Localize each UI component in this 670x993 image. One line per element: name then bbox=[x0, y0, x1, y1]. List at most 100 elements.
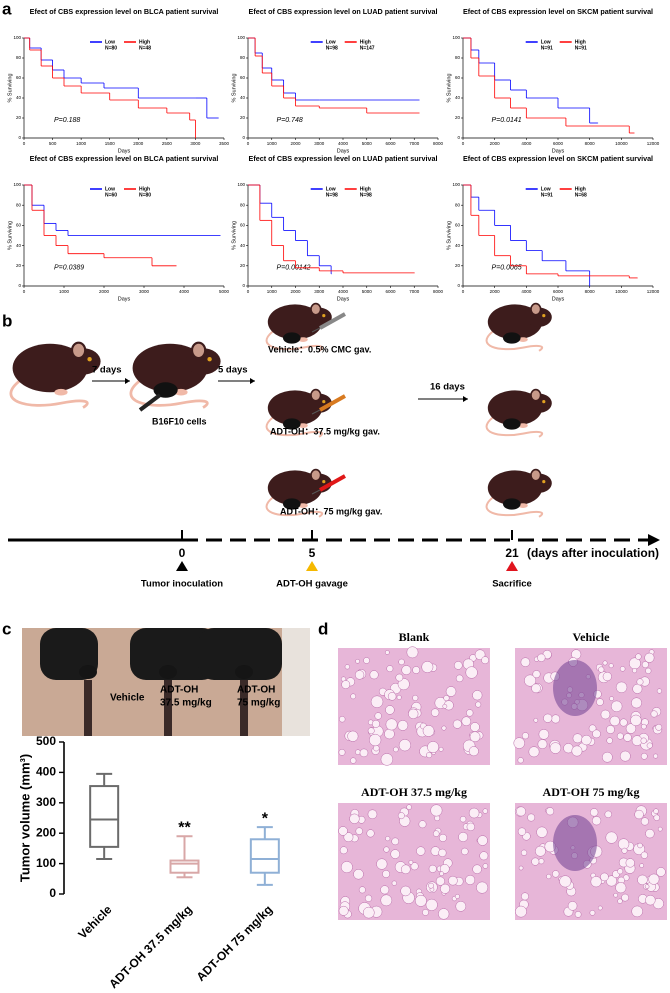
alveolus bbox=[380, 894, 393, 907]
alveolus bbox=[362, 906, 375, 919]
chart-title: Efect of CBS expression level on SKCM pa… bbox=[463, 7, 653, 16]
alveolus bbox=[546, 807, 555, 816]
x-tick-label: 1500 bbox=[105, 141, 116, 146]
alveolus bbox=[395, 673, 404, 682]
legend-label: Low bbox=[105, 39, 115, 45]
timeline-day: 5 bbox=[309, 546, 316, 560]
alveolus bbox=[344, 664, 350, 670]
x-tick-label: 2000 bbox=[290, 141, 301, 146]
alveolus bbox=[610, 700, 623, 713]
x-tick-label: 3000 bbox=[314, 289, 325, 294]
alveolus bbox=[537, 739, 548, 750]
mouse-ear bbox=[530, 468, 542, 482]
syringe bbox=[138, 393, 162, 412]
x-tick-label: 6000 bbox=[385, 141, 396, 146]
alveolus bbox=[521, 732, 529, 740]
timeline-event: Tumor inoculation bbox=[141, 579, 223, 590]
alveolus bbox=[455, 901, 467, 912]
mouse-tail bbox=[485, 416, 544, 438]
legend-n: N=98 bbox=[326, 45, 338, 51]
alveolus bbox=[466, 709, 474, 717]
alveolus bbox=[589, 808, 599, 817]
legend-label: Low bbox=[541, 39, 551, 45]
alveolus bbox=[461, 847, 469, 856]
interval-label: 5 days bbox=[218, 365, 248, 376]
y-tick-label: 80 bbox=[240, 55, 246, 60]
alveolus bbox=[397, 678, 410, 691]
alveolus bbox=[390, 849, 400, 859]
alveolus bbox=[440, 883, 451, 894]
alveolus bbox=[546, 873, 552, 880]
syringe bbox=[319, 394, 346, 412]
alveolus bbox=[571, 745, 583, 757]
alveolus bbox=[589, 909, 596, 916]
syringe bbox=[319, 474, 346, 492]
alveolus bbox=[656, 688, 662, 694]
x-tick-label: 8000 bbox=[585, 289, 596, 294]
y-tick-label: 0 bbox=[457, 135, 460, 140]
alveolus bbox=[445, 686, 457, 697]
y-tick-label: 20 bbox=[240, 263, 246, 268]
mouse-ear bbox=[190, 341, 207, 360]
timeline-day: 21 bbox=[505, 546, 519, 560]
alveolus bbox=[482, 863, 489, 869]
photo-mouse bbox=[130, 628, 218, 680]
alveolus bbox=[461, 716, 472, 727]
y-tick-label: 20 bbox=[16, 263, 22, 268]
chart-title: Efect of CBS expression level on BLCA pa… bbox=[30, 154, 219, 163]
alveolus bbox=[602, 671, 612, 682]
mouse-eye bbox=[322, 314, 326, 318]
x-tick-label: 5000 bbox=[219, 289, 230, 294]
alveolus bbox=[528, 746, 540, 758]
alveolus bbox=[632, 668, 638, 674]
alveolus bbox=[370, 695, 384, 708]
alveolus bbox=[631, 905, 643, 918]
tumor bbox=[153, 382, 178, 398]
alveolus bbox=[340, 861, 353, 874]
x-tick-label: 2000 bbox=[490, 289, 501, 294]
p-value: P=0.0389 bbox=[54, 264, 84, 271]
alveolus bbox=[366, 829, 375, 838]
x-tick-label: 3000 bbox=[190, 141, 201, 146]
alveolus bbox=[552, 870, 560, 878]
alveolus bbox=[596, 698, 604, 706]
timeline-marker bbox=[176, 561, 188, 571]
group-label: ADT-OH：37.5 mg/kg gav. bbox=[270, 426, 380, 436]
mouse-tail bbox=[129, 380, 209, 409]
legend-label: High bbox=[360, 186, 371, 192]
alveolus bbox=[469, 731, 481, 743]
y-tick-label: 0 bbox=[242, 135, 245, 140]
y-tick-label: 100 bbox=[237, 182, 245, 187]
y-tick-label: 300 bbox=[36, 795, 56, 809]
alveolus bbox=[631, 697, 642, 709]
x-tick-label: 2000 bbox=[290, 289, 301, 294]
alveolus bbox=[479, 851, 489, 861]
legend-label: High bbox=[360, 39, 371, 45]
histology-label: Blank bbox=[399, 630, 430, 644]
alveolus bbox=[650, 710, 658, 718]
alveolus bbox=[653, 808, 659, 814]
alveolus bbox=[645, 828, 655, 839]
alveolus bbox=[443, 695, 450, 702]
alveolus bbox=[385, 650, 390, 655]
alveolus bbox=[567, 901, 578, 911]
x-tick-label: 2000 bbox=[133, 141, 144, 146]
alveolus bbox=[426, 752, 433, 759]
chart-title: Efect of CBS expression level on SKCM pa… bbox=[463, 154, 653, 163]
lesion bbox=[553, 815, 597, 871]
photo-ruler bbox=[282, 628, 310, 736]
x-axis-label: Days bbox=[337, 148, 350, 154]
alveolus bbox=[406, 646, 419, 659]
x-tick-label: 0 bbox=[462, 289, 465, 294]
legend-n: N=48 bbox=[139, 45, 151, 51]
alveolus bbox=[428, 882, 434, 889]
x-tick-label: 0 bbox=[462, 141, 465, 146]
y-axis-label: % Surviving bbox=[7, 221, 13, 250]
mouse-foot bbox=[298, 337, 308, 342]
photo-label: 75 mg/kg bbox=[237, 698, 280, 709]
alveolus bbox=[600, 872, 609, 882]
alveolus bbox=[455, 674, 464, 683]
alveolus bbox=[472, 864, 482, 874]
alveolus bbox=[656, 867, 666, 877]
alveolus bbox=[421, 661, 434, 673]
